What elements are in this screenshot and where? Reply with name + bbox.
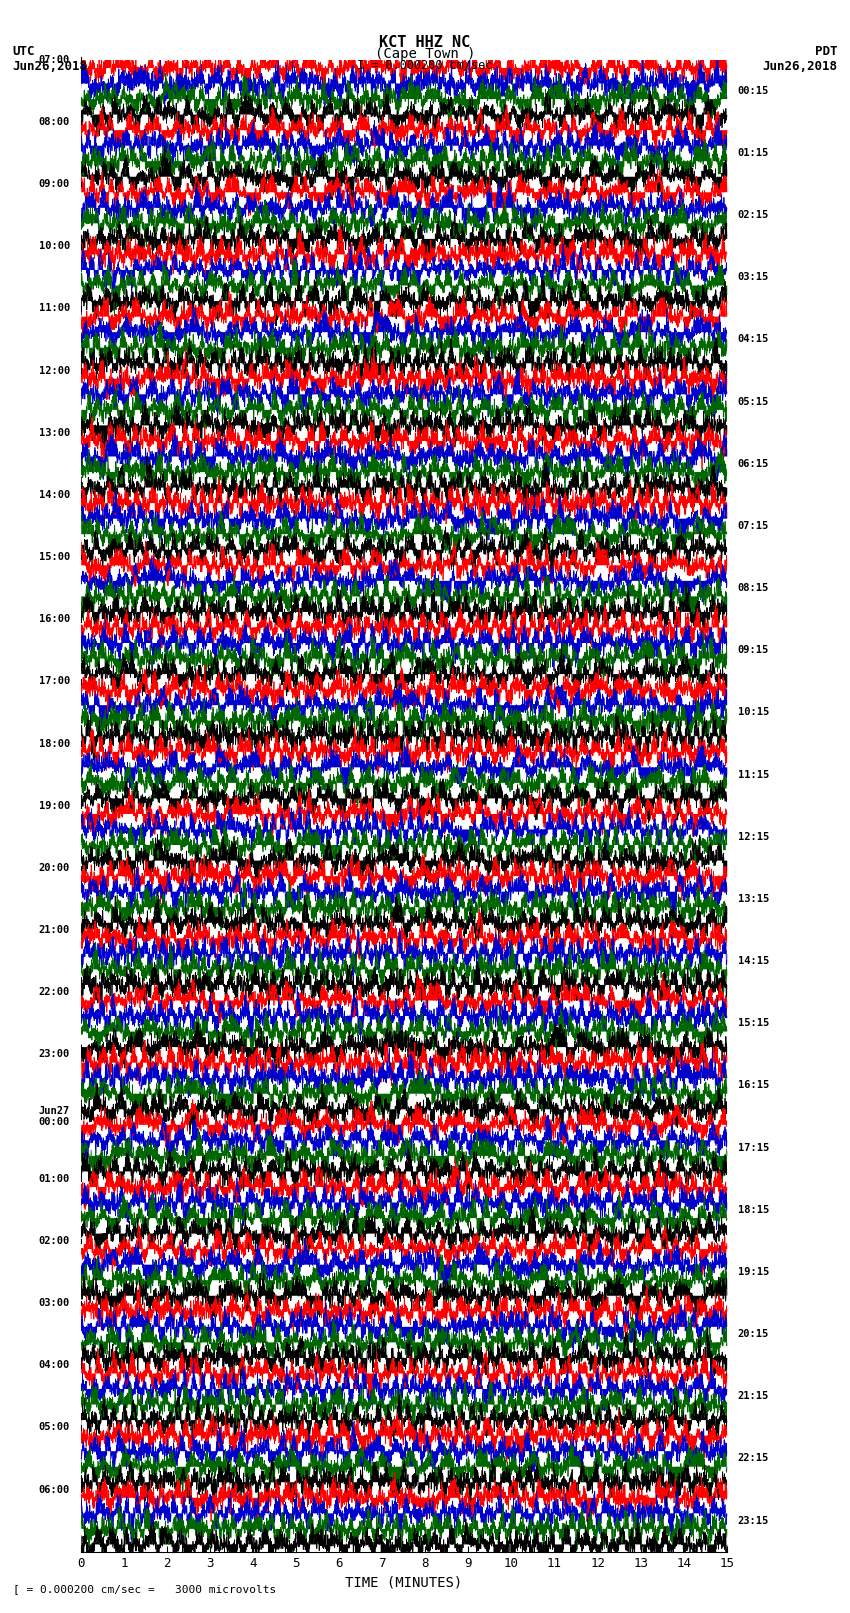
Text: 00:15: 00:15	[738, 85, 768, 95]
Text: 02:15: 02:15	[738, 210, 768, 219]
Text: 07:00: 07:00	[39, 55, 70, 65]
Text: Jun26,2018: Jun26,2018	[762, 60, 837, 73]
Text: 10:15: 10:15	[738, 708, 768, 718]
Text: 11:15: 11:15	[738, 769, 768, 779]
Text: 11:00: 11:00	[39, 303, 70, 313]
Text: 04:15: 04:15	[738, 334, 768, 345]
Text: [ = 0.000200 cm/sec =   3000 microvolts: [ = 0.000200 cm/sec = 3000 microvolts	[13, 1584, 276, 1594]
Text: 12:00: 12:00	[39, 366, 70, 376]
Text: 15:15: 15:15	[738, 1018, 768, 1027]
Text: 13:00: 13:00	[39, 427, 70, 437]
Text: KCT HHZ NC: KCT HHZ NC	[379, 35, 471, 50]
Text: 18:15: 18:15	[738, 1205, 768, 1215]
Text: 03:15: 03:15	[738, 273, 768, 282]
Text: 04:00: 04:00	[39, 1360, 70, 1369]
Text: 01:15: 01:15	[738, 148, 768, 158]
Text: 03:00: 03:00	[39, 1298, 70, 1308]
Text: 19:15: 19:15	[738, 1266, 768, 1277]
Text: 20:15: 20:15	[738, 1329, 768, 1339]
Text: 01:00: 01:00	[39, 1174, 70, 1184]
Text: 23:00: 23:00	[39, 1050, 70, 1060]
Text: 05:00: 05:00	[39, 1423, 70, 1432]
Text: 06:15: 06:15	[738, 458, 768, 469]
Text: 19:00: 19:00	[39, 800, 70, 811]
Text: I = 0.000200 cm/sec: I = 0.000200 cm/sec	[357, 58, 493, 71]
Text: Jun26,2018: Jun26,2018	[13, 60, 88, 73]
Text: 14:15: 14:15	[738, 957, 768, 966]
Text: 18:00: 18:00	[39, 739, 70, 748]
Text: 06:00: 06:00	[39, 1484, 70, 1495]
Text: 21:00: 21:00	[39, 924, 70, 936]
Text: 14:00: 14:00	[39, 490, 70, 500]
Text: 22:15: 22:15	[738, 1453, 768, 1463]
Text: 12:15: 12:15	[738, 832, 768, 842]
Text: 22:00: 22:00	[39, 987, 70, 997]
Text: 16:00: 16:00	[39, 615, 70, 624]
Text: 09:00: 09:00	[39, 179, 70, 189]
Text: Jun27
00:00: Jun27 00:00	[39, 1107, 70, 1127]
Text: UTC: UTC	[13, 45, 35, 58]
Text: 15:00: 15:00	[39, 552, 70, 561]
Text: 23:15: 23:15	[738, 1516, 768, 1526]
Text: 05:15: 05:15	[738, 397, 768, 406]
Text: PDT: PDT	[815, 45, 837, 58]
Text: 07:15: 07:15	[738, 521, 768, 531]
Text: 09:15: 09:15	[738, 645, 768, 655]
Text: 16:15: 16:15	[738, 1081, 768, 1090]
Text: 21:15: 21:15	[738, 1392, 768, 1402]
Text: 17:00: 17:00	[39, 676, 70, 687]
Text: 08:00: 08:00	[39, 116, 70, 127]
Text: 17:15: 17:15	[738, 1142, 768, 1153]
Text: 02:00: 02:00	[39, 1236, 70, 1245]
Text: 13:15: 13:15	[738, 894, 768, 903]
Text: 10:00: 10:00	[39, 242, 70, 252]
Text: 20:00: 20:00	[39, 863, 70, 873]
X-axis label: TIME (MINUTES): TIME (MINUTES)	[345, 1576, 462, 1589]
Text: 08:15: 08:15	[738, 584, 768, 594]
Text: (Cape Town ): (Cape Town )	[375, 47, 475, 61]
